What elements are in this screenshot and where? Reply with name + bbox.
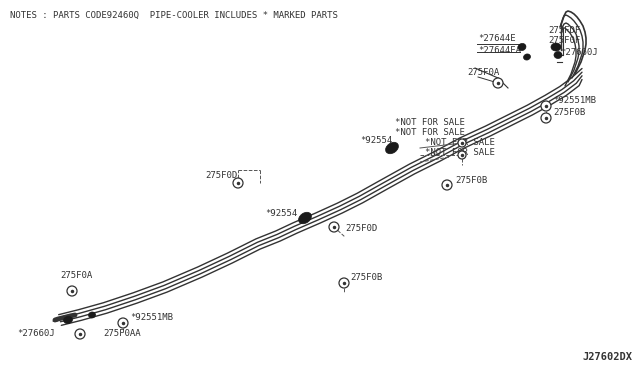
Text: 275F0D: 275F0D — [205, 170, 237, 180]
Ellipse shape — [303, 214, 310, 219]
Text: *92551MB: *92551MB — [130, 314, 173, 323]
Text: 275F0F: 275F0F — [548, 35, 580, 45]
Circle shape — [75, 329, 85, 339]
Ellipse shape — [521, 45, 525, 48]
Ellipse shape — [92, 313, 95, 316]
Ellipse shape — [385, 142, 399, 154]
Text: *92554: *92554 — [360, 135, 392, 144]
Text: 275F0B: 275F0B — [553, 108, 585, 116]
Ellipse shape — [524, 54, 531, 60]
Text: *NOT FOR SALE: *NOT FOR SALE — [425, 148, 495, 157]
Text: 275F0A: 275F0A — [467, 67, 499, 77]
Text: 275F0A: 275F0A — [60, 270, 92, 279]
Text: 275FDF: 275FDF — [548, 26, 580, 35]
Ellipse shape — [551, 43, 561, 51]
Text: NOTES : PARTS CODE92460Q  PIPE-COOLER INCLUDES * MARKED PARTS: NOTES : PARTS CODE92460Q PIPE-COOLER INC… — [10, 11, 338, 20]
Circle shape — [339, 278, 349, 288]
Text: *27644EA: *27644EA — [478, 45, 521, 55]
Circle shape — [458, 151, 466, 159]
Circle shape — [458, 139, 466, 147]
Ellipse shape — [518, 44, 526, 51]
Circle shape — [329, 222, 339, 232]
Text: *27644E: *27644E — [478, 33, 516, 42]
Ellipse shape — [526, 55, 530, 58]
Circle shape — [118, 318, 128, 328]
Ellipse shape — [390, 144, 397, 150]
Text: J27602DX: J27602DX — [582, 352, 632, 362]
Ellipse shape — [299, 212, 312, 224]
Text: *92551MB: *92551MB — [553, 96, 596, 105]
Text: *92554: *92554 — [265, 208, 297, 218]
Text: 275F0B: 275F0B — [455, 176, 487, 185]
Circle shape — [541, 101, 551, 111]
Text: *NOT FOR SALE: *NOT FOR SALE — [425, 138, 495, 147]
Text: *27660J: *27660J — [17, 328, 55, 337]
Text: *NOT FOR SALE: *NOT FOR SALE — [395, 128, 465, 137]
Ellipse shape — [554, 51, 562, 58]
Circle shape — [541, 113, 551, 123]
Text: 275F0AA: 275F0AA — [103, 328, 141, 337]
Ellipse shape — [63, 317, 72, 324]
Circle shape — [442, 180, 452, 190]
Circle shape — [67, 286, 77, 296]
Ellipse shape — [555, 44, 560, 48]
Ellipse shape — [557, 52, 561, 56]
Ellipse shape — [88, 312, 95, 318]
Text: 275F0B: 275F0B — [350, 273, 382, 282]
Circle shape — [233, 178, 243, 188]
Circle shape — [493, 78, 503, 88]
Ellipse shape — [67, 318, 72, 321]
Text: *NOT FOR SALE: *NOT FOR SALE — [395, 118, 465, 126]
Text: *27660J: *27660J — [560, 48, 598, 57]
Text: 275F0D: 275F0D — [345, 224, 377, 232]
